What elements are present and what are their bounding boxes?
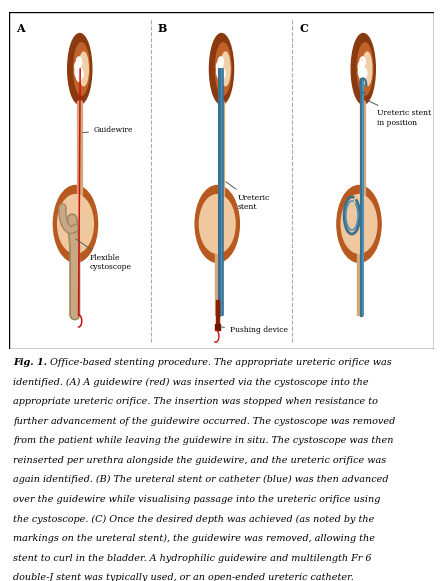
Ellipse shape: [218, 57, 223, 67]
Text: B: B: [158, 23, 167, 34]
Ellipse shape: [358, 62, 364, 72]
Text: Office-based stenting procedure. The appropriate ureteric orifice was: Office-based stenting procedure. The app…: [47, 358, 392, 367]
Bar: [357, 244, 361, 315]
Text: identified. (A) A guidewire (red) was inserted via the cystoscope into the: identified. (A) A guidewire (red) was in…: [13, 378, 369, 386]
Text: over the guidewire while visualising passage into the ureteric orifice using: over the guidewire while visualising pas…: [13, 495, 381, 504]
Ellipse shape: [79, 52, 88, 86]
Text: Ureteric stent
in position: Ureteric stent in position: [368, 101, 431, 127]
Text: further advancement of the guidewire occurred. The cystoscope was removed: further advancement of the guidewire occ…: [13, 417, 396, 425]
Ellipse shape: [360, 71, 365, 81]
Ellipse shape: [218, 71, 223, 81]
Bar: [215, 324, 220, 330]
Text: appropriate ureteric orifice. The insertion was stopped when resistance to: appropriate ureteric orifice. The insert…: [13, 397, 378, 406]
Ellipse shape: [220, 68, 225, 78]
Ellipse shape: [195, 185, 239, 263]
Text: Flexible
cystoscope: Flexible cystoscope: [76, 239, 132, 271]
Ellipse shape: [361, 68, 367, 78]
Ellipse shape: [217, 67, 222, 77]
Bar: [215, 244, 219, 315]
Ellipse shape: [210, 34, 233, 105]
Ellipse shape: [358, 67, 364, 77]
Ellipse shape: [363, 52, 372, 86]
Ellipse shape: [58, 195, 93, 253]
Ellipse shape: [78, 68, 83, 78]
Text: Pushing device: Pushing device: [220, 326, 288, 334]
Ellipse shape: [221, 52, 230, 86]
Ellipse shape: [75, 67, 80, 77]
Ellipse shape: [68, 34, 92, 105]
Ellipse shape: [337, 185, 381, 263]
Bar: [216, 300, 218, 325]
Text: Guidewire: Guidewire: [83, 125, 133, 134]
Text: Fig. 1.: Fig. 1.: [13, 358, 47, 367]
Text: reinserted per urethra alongside the guidewire, and the ureteric orifice was: reinserted per urethra alongside the gui…: [13, 456, 387, 465]
Ellipse shape: [217, 62, 222, 72]
Ellipse shape: [341, 195, 377, 253]
Text: stent to curl in the bladder. A hydrophilic guidewire and multilength Fr 6: stent to curl in the bladder. A hydrophi…: [13, 554, 372, 562]
Ellipse shape: [76, 71, 82, 81]
Ellipse shape: [74, 43, 89, 95]
Text: markings on the ureteral stent), the guidewire was removed, allowing the: markings on the ureteral stent), the gui…: [13, 534, 375, 543]
Ellipse shape: [360, 57, 365, 67]
Text: A: A: [16, 23, 24, 34]
Text: C: C: [299, 23, 308, 34]
Ellipse shape: [351, 34, 375, 105]
Text: Ureteric
stent: Ureteric stent: [226, 182, 270, 211]
Ellipse shape: [199, 195, 235, 253]
Ellipse shape: [357, 43, 373, 95]
Bar: [74, 244, 78, 315]
Ellipse shape: [53, 185, 97, 263]
Text: again identified. (B) The ureteral stent or catheter (blue) was then advanced: again identified. (B) The ureteral stent…: [13, 475, 389, 485]
Text: the cystoscope. (C) Once the desired depth was achieved (as noted by the: the cystoscope. (C) Once the desired dep…: [13, 514, 375, 523]
Ellipse shape: [75, 62, 80, 72]
Ellipse shape: [215, 43, 231, 95]
Text: from the patient while leaving the guidewire in situ. The cystoscope was then: from the patient while leaving the guide…: [13, 436, 394, 445]
Text: double-J stent was typically used, or an open-ended ureteric catheter.: double-J stent was typically used, or an…: [13, 573, 354, 581]
Ellipse shape: [76, 57, 82, 67]
